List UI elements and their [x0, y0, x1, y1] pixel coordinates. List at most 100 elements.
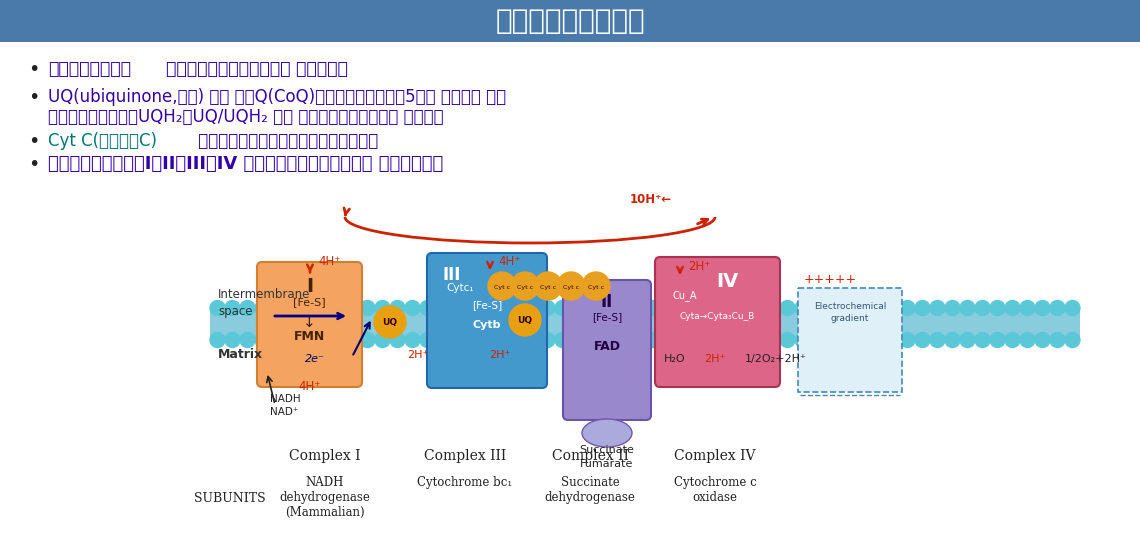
Text: Cyt C(细胞色素C): Cyt C(细胞色素C): [48, 132, 157, 150]
Circle shape: [270, 300, 285, 315]
Circle shape: [690, 333, 705, 348]
Text: H₂O: H₂O: [665, 354, 686, 364]
Circle shape: [360, 333, 375, 348]
Circle shape: [570, 333, 585, 348]
Text: Matrix: Matrix: [218, 348, 263, 361]
Circle shape: [720, 300, 735, 315]
Circle shape: [600, 333, 614, 348]
Text: 可溶性蛋白质，在膜间腔中，沿内膜移动: 可溶性蛋白质，在膜间腔中，沿内膜移动: [193, 132, 378, 150]
Circle shape: [435, 300, 450, 315]
Circle shape: [855, 300, 870, 315]
Text: IV: IV: [716, 272, 739, 291]
Text: gradient: gradient: [831, 314, 869, 323]
Text: Complex I: Complex I: [290, 449, 360, 463]
Circle shape: [210, 333, 225, 348]
Circle shape: [614, 300, 630, 315]
Text: Cu_A: Cu_A: [673, 290, 698, 301]
Circle shape: [750, 333, 765, 348]
Circle shape: [930, 333, 945, 348]
Text: +++++: +++++: [804, 273, 857, 286]
Circle shape: [750, 300, 765, 315]
Circle shape: [825, 300, 840, 315]
Circle shape: [840, 333, 855, 348]
Circle shape: [899, 333, 915, 348]
Text: NADH: NADH: [270, 394, 301, 404]
Circle shape: [435, 333, 450, 348]
Text: Cyt c: Cyt c: [588, 285, 604, 289]
Circle shape: [534, 272, 562, 300]
Circle shape: [1020, 300, 1035, 315]
Circle shape: [480, 300, 495, 315]
FancyBboxPatch shape: [656, 257, 780, 387]
Circle shape: [960, 333, 975, 348]
Circle shape: [583, 272, 610, 300]
Circle shape: [555, 300, 570, 315]
Circle shape: [765, 300, 780, 315]
Circle shape: [870, 333, 885, 348]
FancyBboxPatch shape: [563, 280, 651, 420]
Text: Cyta→Cyta₃Cu_B: Cyta→Cyta₃Cu_B: [679, 312, 755, 321]
Circle shape: [405, 333, 420, 348]
FancyBboxPatch shape: [0, 0, 1140, 42]
Text: NADH
dehydrogenase
(Mammalian): NADH dehydrogenase (Mammalian): [279, 476, 370, 519]
Circle shape: [780, 300, 795, 315]
Text: Intermembrane
space: Intermembrane space: [218, 288, 310, 318]
Text: [Fe-S]: [Fe-S]: [293, 297, 326, 307]
Circle shape: [526, 333, 540, 348]
Circle shape: [1020, 333, 1035, 348]
Text: Electrochemical: Electrochemical: [814, 302, 886, 311]
Circle shape: [915, 300, 930, 315]
Circle shape: [690, 300, 705, 315]
Circle shape: [1065, 300, 1080, 315]
Text: 2H⁺: 2H⁺: [689, 260, 710, 273]
Text: [Fe-S]: [Fe-S]: [472, 300, 502, 310]
Text: 4H⁺: 4H⁺: [498, 255, 520, 268]
Text: I: I: [306, 277, 314, 296]
Circle shape: [210, 300, 225, 315]
Text: 4H⁺: 4H⁺: [318, 255, 341, 268]
FancyBboxPatch shape: [0, 42, 1140, 540]
Circle shape: [555, 333, 570, 348]
Circle shape: [975, 333, 990, 348]
Circle shape: [405, 300, 420, 315]
Text: Succinate
dehydrogenase: Succinate dehydrogenase: [545, 476, 635, 504]
Text: 呼吸链成分如下：: 呼吸链成分如下：: [48, 60, 131, 78]
Text: •: •: [28, 132, 40, 151]
Circle shape: [488, 272, 516, 300]
Circle shape: [899, 300, 915, 315]
Text: UQ: UQ: [382, 319, 398, 327]
Circle shape: [315, 333, 329, 348]
Circle shape: [241, 300, 255, 315]
Circle shape: [675, 333, 690, 348]
Text: FAD: FAD: [594, 340, 620, 353]
Circle shape: [255, 333, 270, 348]
Circle shape: [450, 300, 465, 315]
Circle shape: [705, 333, 720, 348]
Circle shape: [975, 300, 990, 315]
Circle shape: [557, 272, 585, 300]
Circle shape: [765, 333, 780, 348]
Text: Cytochrome bc₁: Cytochrome bc₁: [417, 476, 513, 489]
Ellipse shape: [583, 419, 632, 447]
Circle shape: [811, 333, 825, 348]
FancyBboxPatch shape: [256, 262, 363, 387]
Text: Complex IV: Complex IV: [674, 449, 756, 463]
Text: ↓: ↓: [303, 315, 316, 330]
Circle shape: [450, 333, 465, 348]
Circle shape: [345, 333, 360, 348]
Circle shape: [495, 300, 510, 315]
Text: 1/2O₂+2H⁺: 1/2O₂+2H⁺: [746, 354, 807, 364]
Text: •: •: [28, 155, 40, 174]
Circle shape: [960, 300, 975, 315]
Circle shape: [420, 333, 435, 348]
Circle shape: [300, 300, 315, 315]
Text: Cyt c: Cyt c: [516, 285, 534, 289]
Circle shape: [630, 333, 645, 348]
Circle shape: [285, 300, 300, 315]
Text: [Fe-S]: [Fe-S]: [592, 312, 622, 322]
Circle shape: [495, 333, 510, 348]
Text: 细胞呼吸与能量转换: 细胞呼吸与能量转换: [495, 7, 645, 35]
Text: 2H⁺: 2H⁺: [489, 350, 511, 360]
Circle shape: [225, 300, 241, 315]
Circle shape: [1005, 333, 1020, 348]
